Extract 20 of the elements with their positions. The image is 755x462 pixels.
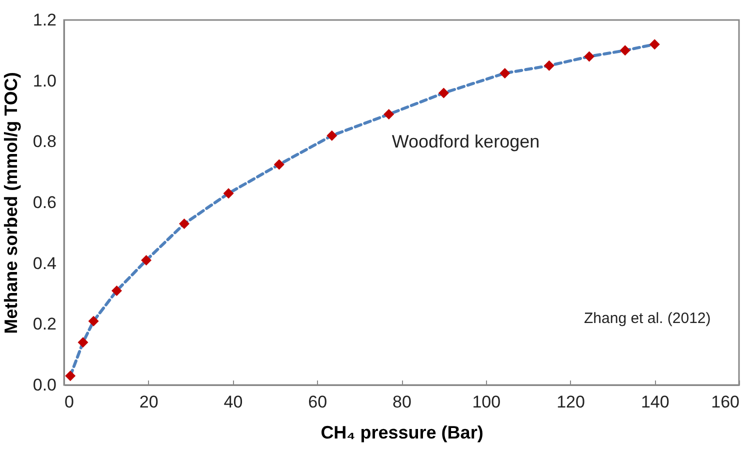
x-tick-label: 40 [224,392,243,412]
y-tick-label: 0.0 [32,376,56,394]
y-tick-label: 0.4 [32,254,56,273]
y-tick-label: 1.0 [32,71,56,90]
x-tick-label: 20 [139,392,158,412]
annotation: Zhang et al. (2012) [584,310,711,327]
x-tick-label: 120 [556,392,585,412]
y-tick-label: 0.6 [32,193,56,212]
x-tick-label: 60 [308,392,328,412]
y-tick-label: 0.8 [32,132,56,152]
y-tick-label: 1.2 [32,10,56,30]
y-tick-label: 0.2 [32,314,56,334]
x-tick-label: 80 [392,392,412,412]
x-tick-label: 160 [711,392,740,412]
x-tick-label: 0 [64,392,74,412]
series-label: Woodford kerogen [392,131,540,152]
y-axis-title: Methane sorbed (mmol/g TOC) [0,72,21,334]
x-tick-label: 140 [640,392,670,412]
x-tick-label: 100 [472,392,501,412]
x-axis-title: CH₄ pressure (Bar) [320,422,484,442]
